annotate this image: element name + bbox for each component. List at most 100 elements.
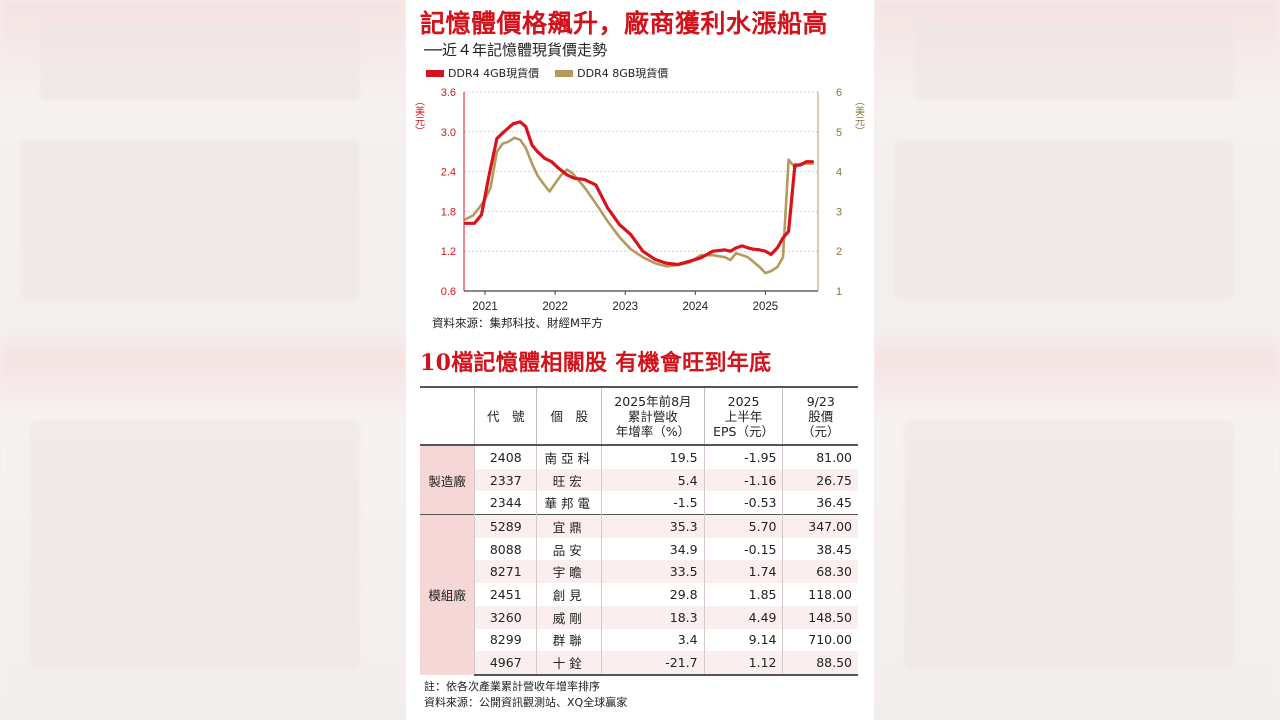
revenue-growth: -1.5 xyxy=(601,491,705,515)
stock-price: 68.30 xyxy=(782,560,858,584)
eps-value: 9.14 xyxy=(703,628,783,652)
eps-value: -0.15 xyxy=(703,537,783,561)
x-tick-label: 2025 xyxy=(753,301,779,313)
stock-name: 南亞科 xyxy=(536,445,602,469)
revenue-growth: 18.3 xyxy=(601,605,705,629)
eps-value: 1.85 xyxy=(703,583,783,606)
revenue-growth: 33.5 xyxy=(601,560,705,584)
header-code: 代 號 xyxy=(474,386,537,446)
stock-code: 2344 xyxy=(474,491,537,515)
stock-name: 宜鼎 xyxy=(536,514,602,538)
group-label: 製造廠 xyxy=(420,445,475,515)
stock-code: 5289 xyxy=(474,514,537,538)
chart-legend: DDR4 4GB現貨價 DDR4 8GB現貨價 xyxy=(426,65,668,81)
table-source: 資料來源：公開資訊觀測站、XQ全球贏家 xyxy=(424,696,628,709)
table-notes: 註：依各次產業累計營收年增率排序 資料來源：公開資訊觀測站、XQ全球贏家 xyxy=(424,679,627,711)
legend-swatch-red xyxy=(426,69,444,77)
series-line-ddr4-8gb xyxy=(464,136,814,275)
stock-name: 創見 xyxy=(536,583,602,606)
stock-code: 2408 xyxy=(474,445,537,469)
y-right-tick-label: 5 xyxy=(836,127,842,139)
stock-name: 華邦電 xyxy=(536,491,602,515)
stock-code: 8088 xyxy=(474,537,537,561)
revenue-growth: 29.8 xyxy=(601,583,705,606)
table-title: 10檔記憶體相關股 有機會旺到年底 xyxy=(420,350,772,376)
x-tick-label: 2024 xyxy=(683,301,709,313)
blurred-shape xyxy=(904,420,1234,670)
revenue-growth: 35.3 xyxy=(601,514,705,538)
table-row: 8299 群聯 3.4 9.14 710.00 xyxy=(420,628,858,652)
stock-price: 118.00 xyxy=(782,583,858,606)
revenue-growth: -21.7 xyxy=(601,651,705,676)
legend-item-8gb: DDR4 8GB現貨價 xyxy=(555,65,668,81)
y-left-tick-label: 3.6 xyxy=(441,87,456,99)
eps-value: 4.49 xyxy=(703,605,783,629)
y-left-tick-label: 0.6 xyxy=(441,286,456,298)
stock-price: 88.50 xyxy=(782,651,858,676)
revenue-growth: 19.5 xyxy=(601,445,705,469)
stock-code: 2451 xyxy=(474,583,537,606)
stock-code: 4967 xyxy=(474,651,537,676)
series-line-ddr4-4gb xyxy=(463,120,814,267)
y-left-tick-label: 3.0 xyxy=(441,127,456,139)
stock-code: 3260 xyxy=(474,605,537,629)
chart-subtitle: ──近４年記憶體現貨價走勢 xyxy=(424,41,608,59)
stock-code: 2337 xyxy=(474,468,537,492)
table-footnote: 註：依各次產業累計營收年增率排序 xyxy=(424,680,600,693)
eps-value: -0.53 xyxy=(703,491,783,515)
table-row: 4967 十銓 -21.7 1.12 88.50 xyxy=(420,651,858,676)
stock-name: 旺宏 xyxy=(536,468,602,492)
chart-title: 記憶體價格飆升，廠商獲利水漲船高 xyxy=(420,9,829,38)
infographic-card: 記憶體價格飆升，廠商獲利水漲船高 ──近４年記憶體現貨價走勢 DDR4 4GB現… xyxy=(406,0,874,720)
table-row: 2344 華邦電 -1.5 -0.53 36.45 xyxy=(420,491,858,515)
legend-swatch-gold xyxy=(555,69,574,77)
blurred-background-right xyxy=(874,0,1280,720)
stocks-table: 代 號 個 股 2025年前8月 累計營收 年增率（%） 2025 上半年 EPS（元）… xyxy=(420,386,858,676)
chart-source: 資料來源：集邦科技、財經M平方 xyxy=(432,316,603,330)
header-group xyxy=(420,386,475,446)
group-label: 模組廠 xyxy=(420,514,475,675)
eps-value: 5.70 xyxy=(703,514,783,538)
table-row: 2451 創見 29.8 1.85 118.00 xyxy=(420,583,858,606)
legend-item-4gb: DDR4 4GB現貨價 xyxy=(426,65,539,81)
stock-price: 347.00 xyxy=(782,514,858,538)
y-right-tick-label: 1 xyxy=(836,286,842,298)
table-header-row: 代 號 個 股 2025年前8月 累計營收 年增率（%） 2025 上半年 EPS（元）… xyxy=(420,386,858,446)
table-row: 8271 宇瞻 33.5 1.74 68.30 xyxy=(420,560,858,584)
blurred-shape xyxy=(20,140,360,300)
eps-value: -1.95 xyxy=(703,445,783,469)
stock-name: 品安 xyxy=(536,537,602,561)
revenue-growth: 5.4 xyxy=(601,468,705,492)
revenue-growth: 34.9 xyxy=(601,537,705,561)
y-right-tick-label: 2 xyxy=(836,246,842,258)
header-revenue: 2025年前8月 累計營收 年增率（%） xyxy=(601,386,705,446)
eps-value: 1.74 xyxy=(703,560,783,584)
header-price: 9/23 股價 （元） xyxy=(782,386,858,446)
stock-code: 8271 xyxy=(474,560,537,584)
blurred-shape xyxy=(30,420,360,670)
line-chart: 3.6 3.0 2.4 1.8 1.2 0.6 6 5 4 3 2 1 （美元） （美元） 2021 2022… xyxy=(413,87,865,313)
stock-name: 群聯 xyxy=(536,628,602,652)
stock-price: 81.00 xyxy=(782,445,858,469)
y-left-tick-label: 1.2 xyxy=(441,246,456,258)
y-right-tick-label: 3 xyxy=(836,206,842,218)
y-left-axis-label: （美元） xyxy=(413,96,425,136)
header-name: 個 股 xyxy=(536,386,602,446)
stock-price: 36.45 xyxy=(782,491,858,515)
blurred-shape xyxy=(40,20,360,100)
legend-label-8gb: DDR4 8GB現貨價 xyxy=(577,67,669,80)
revenue-growth: 3.4 xyxy=(601,628,705,652)
header-eps: 2025 上半年 EPS（元） xyxy=(703,386,783,446)
legend-label-4gb: DDR4 4GB現貨價 xyxy=(448,67,540,80)
x-tick-label: 2021 xyxy=(472,301,498,313)
y-left-tick-label: 2.4 xyxy=(441,167,456,179)
stock-name: 十銓 xyxy=(536,651,602,676)
y-right-tick-label: 4 xyxy=(836,167,842,179)
table-row: 2337 旺宏 5.4 -1.16 26.75 xyxy=(420,468,858,492)
y-left-tick-label: 1.8 xyxy=(441,206,456,218)
blurred-shape xyxy=(914,20,1234,100)
blurred-shape xyxy=(894,140,1234,300)
x-tick-label: 2023 xyxy=(612,301,638,313)
table-row: 製造廠 2408 南亞科 19.5 -1.95 81.00 xyxy=(420,445,858,515)
stock-name: 宇瞻 xyxy=(536,560,602,584)
